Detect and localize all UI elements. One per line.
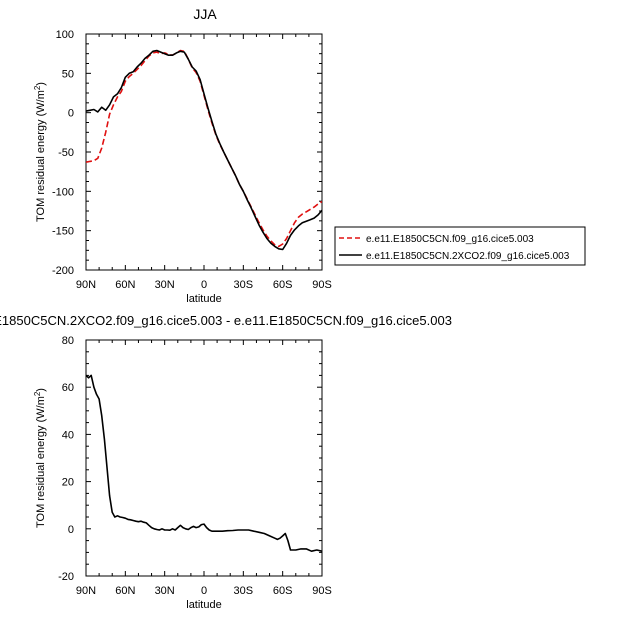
y-tick-label: -50 [58, 147, 74, 159]
legend: e.e11.E1850C5CN.f09_g16.cice5.003 e.e11.E… [334, 226, 586, 266]
y-axis-label-main: TOM residual energy (W/m [35, 90, 47, 222]
x-tick-label: 30N [155, 585, 175, 597]
series-line-1 [86, 49, 322, 251]
series-line-0 [86, 374, 322, 553]
y-tick-label: 0 [68, 524, 74, 536]
y-axis-label-end: ) [35, 388, 47, 392]
y-tick-label: 50 [62, 68, 74, 80]
x-tick-label: 60N [115, 585, 135, 597]
y-tick-label: 40 [62, 429, 74, 441]
legend-label-0: e.e11.E1850C5CN.f09_g16.cice5.003 [366, 234, 534, 245]
y-tick-label: 80 [62, 335, 74, 347]
x-axis-label: latitude [186, 599, 221, 611]
y-tick-label: 100 [56, 29, 74, 41]
x-tick-label: 0 [201, 279, 207, 291]
x-tick-label: 30S [234, 585, 254, 597]
series-line-0 [86, 49, 322, 248]
x-tick-label: 30S [234, 279, 254, 291]
x-tick-label: 90S [312, 279, 332, 291]
x-tick-label: 60S [273, 279, 293, 291]
x-tick-label: 90N [76, 279, 96, 291]
y-axis-label-end: ) [35, 82, 47, 86]
legend-box [334, 226, 586, 266]
x-tick-label: 60S [273, 585, 293, 597]
y-tick-label: -200 [52, 265, 74, 277]
y-tick-label: 0 [68, 108, 74, 120]
y-tick-label: 20 [62, 477, 74, 489]
chart-title-bottom: e.e11.E1850C5CN.2XCO2.f09_g16.cice5.003 … [0, 313, 452, 328]
y-tick-label: -150 [52, 226, 74, 238]
plot-frame [85, 33, 323, 271]
x-tick-label: 0 [201, 585, 207, 597]
x-axis-label: latitude [186, 293, 221, 305]
y-tick-label: -20 [58, 571, 74, 583]
y-axis-label-main: TOM residual energy (W/m [35, 396, 47, 528]
y-tick-label: -100 [52, 186, 74, 198]
x-tick-label: 90N [76, 585, 96, 597]
y-axis-label-sup: 2 [33, 391, 42, 396]
chart-title-top: JJA [193, 6, 217, 22]
x-tick-label: 60N [115, 279, 135, 291]
y-axis-label-sup: 2 [33, 85, 42, 90]
legend-label-1: e.e11.E1850C5CN.2XCO2.f09_g16.cice5.003 [366, 251, 570, 262]
plot-frame [85, 339, 323, 577]
x-tick-label: 30N [155, 279, 175, 291]
x-tick-label: 90S [312, 585, 332, 597]
y-tick-label: 60 [62, 382, 74, 394]
y-axis-label: TOM residual energy (W/m2) [33, 82, 47, 222]
y-axis-label: TOM residual energy (W/m2) [33, 388, 47, 528]
